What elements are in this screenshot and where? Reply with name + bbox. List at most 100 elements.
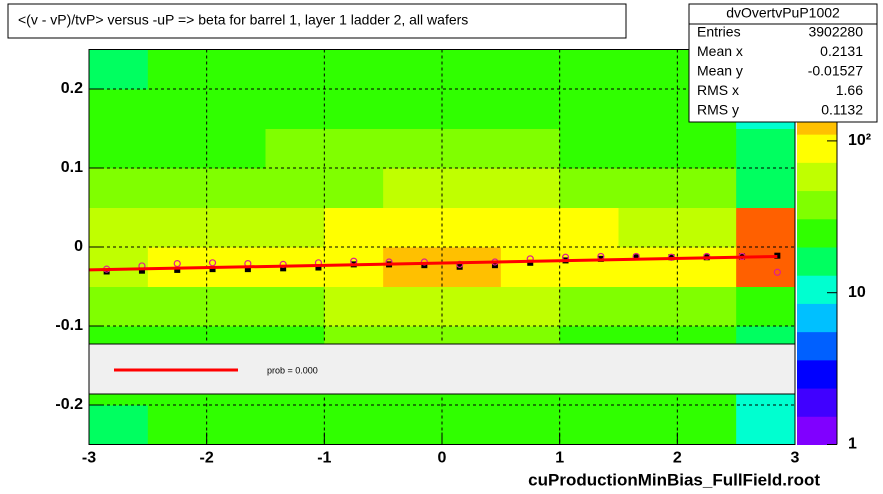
heat-cell [206,168,266,208]
heat-cell [383,168,443,208]
heat-cell [442,207,502,248]
colorbar-segment [797,218,837,248]
heat-cell [500,286,561,327]
heat-cell [677,128,737,169]
colorbar-segment [797,162,837,192]
heat-cell [559,207,619,248]
y-tick-label: -0.1 [55,317,83,334]
profile-point [773,268,781,276]
heat-cell [147,128,208,169]
heat-cell [324,405,384,445]
z-tick-label: 10 [848,284,866,301]
heat-cell [736,247,796,287]
chart-title: <(v - vP)/tvP> versus -uP => beta for ba… [18,12,468,28]
heat-cell [147,286,208,327]
heat-cell [89,286,149,327]
stats-label: Entries [697,24,741,40]
heat-cell [206,49,266,90]
heat-cell [147,405,208,445]
stats-value: 0.1132 [821,102,863,118]
heat-cell [736,207,796,248]
heat-cell [500,128,561,169]
z-tick-label: 1 [848,436,857,453]
profile-point [280,265,287,272]
plot-frame [88,49,796,445]
heat-cell [383,128,443,169]
heat-cell [265,207,325,248]
heat-cell [500,247,561,287]
heat-cell [618,247,678,287]
x-tick-label: -3 [82,450,96,467]
stats-title: dvOvertvPuP1002 [726,5,840,21]
heat-cell [736,405,796,445]
stats-label: RMS y [697,102,739,118]
x-tick-label: 0 [438,450,447,467]
heat-cell [89,247,149,287]
profile-point [174,266,181,273]
heat-cell [147,207,208,248]
heat-cell [383,405,443,445]
heat-cell [442,168,502,208]
y-tick-label: -0.2 [55,396,83,413]
profile-point [209,266,216,273]
heat-cell [89,89,149,129]
heat-cell [618,128,678,169]
profile-point [244,266,251,273]
heat-cell [383,49,443,90]
heat-cell [147,89,208,129]
heat-cell [559,168,619,208]
heat-cell [147,168,208,208]
heat-cell [442,286,502,327]
heat-cell [265,49,325,90]
heat-cell [442,247,502,287]
heat-cell [500,49,561,90]
heat-cell [442,405,502,445]
heat-cell [559,49,619,90]
heat-cell [559,128,619,169]
heat-cell [206,207,266,248]
heat-cell [89,168,149,208]
heat-cell [677,207,737,248]
heat-cell [559,247,619,287]
heat-cell [500,207,561,248]
colorbar-segment [797,331,837,361]
heat-cell [442,49,502,90]
heat-cell [559,405,619,445]
heat-cell [324,128,384,169]
heat-cell [265,128,325,169]
colorbar-segment [797,303,837,333]
stats-value: 0.2131 [820,43,863,59]
profile-point [208,259,217,267]
y-tick-label: 0.2 [61,80,83,97]
heat-cell [442,89,502,129]
heat-cell [265,89,325,129]
heat-cell [618,168,678,208]
colorbar-segment [797,388,837,417]
x-tick-label: -1 [317,450,331,467]
heat-cell [618,405,678,445]
stats-label: Mean x [697,43,743,59]
heat-cell [618,49,678,90]
heat-cell [500,405,561,445]
heat-cell [383,247,443,287]
colorbar-segment [797,416,837,445]
y-tick-label: 0.1 [61,159,83,176]
profile-point [173,259,181,268]
heat-cell [383,207,443,248]
stats-label: RMS x [697,82,739,98]
profile-point [456,263,463,270]
heat-cell [206,405,266,445]
heat-cell [442,128,502,169]
heat-cell [736,128,796,169]
heat-cell [147,49,208,90]
heat-cell [89,49,149,90]
colorbar-segment [797,134,837,163]
heat-cell [677,168,737,208]
heat-cell [206,128,266,169]
heat-cell [500,89,561,129]
heat-cell [89,128,149,169]
heat-cell [618,207,678,248]
heat-cell [618,89,678,129]
heat-cell [383,89,443,129]
